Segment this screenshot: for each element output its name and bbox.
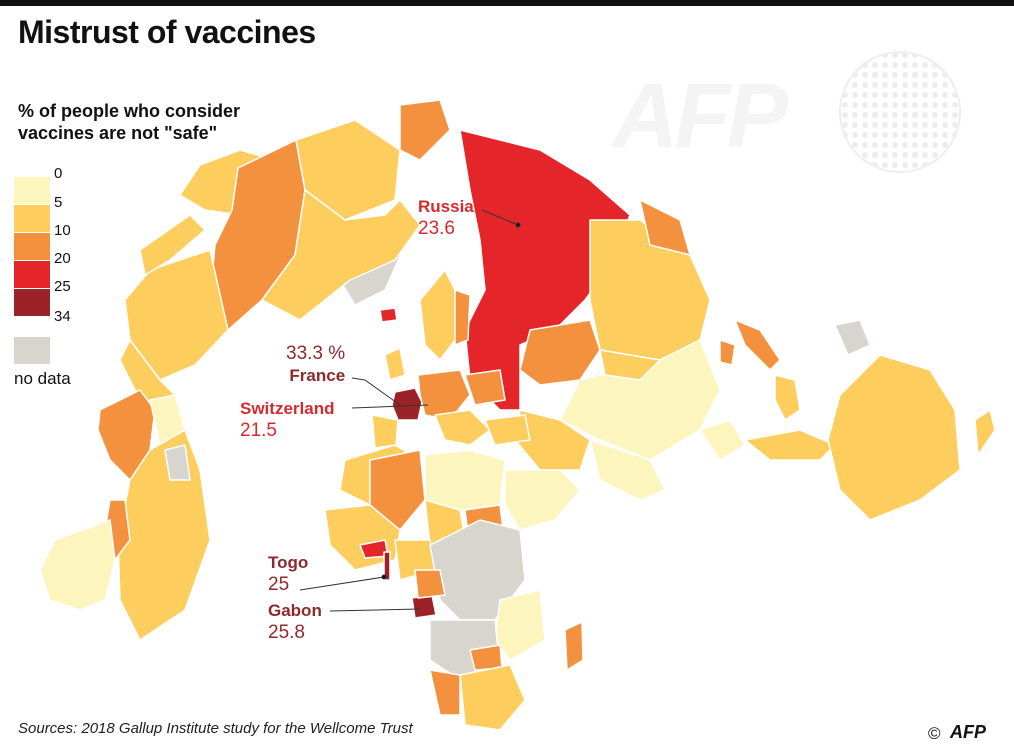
callout-russia: Russia 23.6 <box>418 196 474 240</box>
legend-tick-10: 10 <box>54 222 71 239</box>
togo-leader-line <box>299 576 385 591</box>
legend-swatch-10-20 <box>14 233 50 260</box>
callout-gabon-name: Gabon <box>268 601 322 620</box>
callout-france: 33.3 % France <box>286 343 345 387</box>
region-uk <box>384 347 406 381</box>
region-france <box>391 387 423 421</box>
region-korea <box>719 339 736 366</box>
region-new-guinea <box>834 319 871 356</box>
russia-leader-dot <box>515 222 521 228</box>
region-madagascar <box>564 621 584 671</box>
afp-globe-icon <box>839 51 961 173</box>
region-iberia <box>371 414 399 449</box>
region-southern-africa <box>459 664 526 731</box>
callout-switzerland-name: Switzerland <box>240 399 335 418</box>
region-brazil <box>117 429 211 641</box>
region-togo <box>383 551 391 581</box>
region-gabon <box>411 594 437 619</box>
togo-leader-dot <box>381 574 387 580</box>
france-leader-line <box>351 377 401 406</box>
callout-togo-name: Togo <box>268 553 309 572</box>
region-japan <box>734 319 781 371</box>
afp-credit-logo: AFP <box>950 722 986 742</box>
copyright-symbol: © <box>928 724 941 743</box>
callout-gabon-value: 25.8 <box>268 622 305 643</box>
legend-no-data-label: no data <box>14 369 71 388</box>
legend-swatch-0-5 <box>14 177 50 204</box>
legend-swatch-25-34 <box>14 289 50 316</box>
region-scandinavia <box>419 269 461 361</box>
top-rule <box>0 0 1014 6</box>
region-mongolia <box>599 349 661 381</box>
region-india <box>589 439 666 501</box>
region-australia <box>827 354 961 521</box>
callout-togo-value: 25 <box>268 574 290 595</box>
legend-tick-5: 5 <box>54 194 63 211</box>
callout-france-value: 33.3 % <box>286 343 346 364</box>
region-italy-balkans <box>434 409 491 446</box>
callout-switzerland: Switzerland 21.5 <box>240 398 334 442</box>
region-philippines <box>774 374 801 421</box>
legend-swatch-5-10 <box>14 205 50 232</box>
region-indonesia <box>744 429 836 461</box>
region-finland <box>454 289 471 346</box>
callout-togo: Togo 25 <box>268 552 308 596</box>
region-east-africa <box>494 589 546 661</box>
legend-tick-20: 20 <box>54 250 71 267</box>
map-title: Mistrust of vaccines <box>18 14 316 50</box>
legend-tick-34: 34 <box>54 308 71 325</box>
legend-title: % of people who consider vaccines are no… <box>18 100 240 144</box>
russia-leader-line <box>481 209 519 226</box>
region-russia <box>459 129 631 411</box>
legend-tick-25: 25 <box>54 278 71 295</box>
callout-switzerland-value: 21.5 <box>240 420 277 441</box>
region-zambia <box>469 644 503 671</box>
switzerland-leader-line <box>351 404 429 409</box>
afp-watermark: AFP <box>612 65 788 167</box>
region-usa <box>124 249 229 381</box>
region-argentina-chile <box>39 519 116 611</box>
legend-swatch-20-25 <box>14 261 50 288</box>
region-turkey <box>484 414 531 446</box>
legend-tick-0: 0 <box>54 165 63 182</box>
legend-title-line1: % of people who consider <box>18 101 241 121</box>
source-note: Sources: 2018 Gallup Institute study for… <box>18 720 413 737</box>
legend-swatch-no-data <box>14 337 50 364</box>
region-new-zealand <box>974 409 996 456</box>
region-libya-egypt <box>424 449 506 511</box>
callout-russia-name: Russia <box>418 197 474 216</box>
legend-title-line2: vaccines are not "safe" <box>18 123 218 143</box>
region-horn-of-africa <box>504 469 581 531</box>
region-iceland <box>379 307 398 323</box>
region-canada-north <box>399 99 451 161</box>
region-namibia <box>429 669 461 716</box>
region-canadian-arctic <box>261 189 421 321</box>
region-congo <box>414 569 446 599</box>
region-ukraine <box>464 369 506 406</box>
region-kazakhstan <box>519 319 601 386</box>
callout-russia-value: 23.6 <box>418 218 455 239</box>
callout-france-name: France <box>289 366 346 385</box>
gabon-leader-line <box>329 608 421 612</box>
region-southeast-asia <box>699 419 746 461</box>
region-guianas <box>164 444 191 481</box>
region-alaska-peninsula <box>139 214 206 276</box>
region-russia-far-east <box>639 199 691 256</box>
callout-gabon: Gabon 25.8 <box>268 600 322 644</box>
